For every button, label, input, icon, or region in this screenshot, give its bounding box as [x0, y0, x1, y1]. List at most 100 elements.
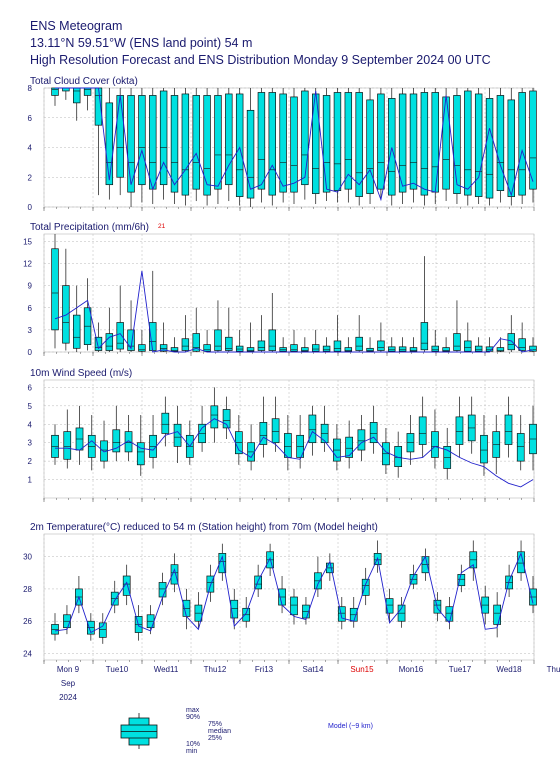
box-body: [192, 333, 200, 352]
box-plot: [333, 315, 342, 352]
chart-panel-2: Total Precipitation (mm/6h) 21 0 3 6 9 12 15: [23, 222, 537, 357]
box-plot: [333, 424, 341, 471]
box-plot: [138, 88, 146, 203]
box-body: [254, 575, 262, 590]
box-body: [246, 109, 255, 199]
box-body: [122, 575, 131, 596]
box-body: [246, 347, 255, 352]
box-body: [225, 93, 233, 186]
box-body: [136, 442, 145, 466]
box-plot: [485, 337, 494, 352]
box-plot: [301, 337, 309, 352]
box-plot: [257, 88, 266, 203]
box-plot: [127, 88, 135, 207]
box-plot: [377, 322, 385, 352]
box-body: [63, 431, 72, 460]
box-body: [105, 102, 114, 186]
box-plot: [83, 278, 92, 351]
box-body: [357, 429, 366, 451]
box-plot: [268, 293, 276, 352]
x-day-label: Thu19: [547, 665, 560, 674]
box-body: [485, 98, 494, 199]
box-plot: [149, 270, 157, 352]
box-body: [62, 285, 70, 344]
box-plot: [279, 88, 287, 203]
box-plot: [345, 420, 354, 469]
page-title: ENS Meteogram: [30, 19, 123, 33]
legend-max: max: [186, 707, 200, 714]
box-plot: [302, 597, 310, 625]
box-plot: [225, 307, 233, 352]
box-plot: [210, 387, 219, 443]
box-plot: [455, 396, 464, 458]
box-body: [301, 347, 309, 352]
box-plot: [51, 234, 59, 349]
box-plot: [431, 88, 439, 205]
box-plot: [116, 88, 124, 196]
box-body: [192, 95, 200, 190]
x-year-label: 2024: [59, 693, 77, 702]
legend-p10: 10%: [186, 741, 200, 748]
box-plot: [206, 564, 215, 602]
box-body: [409, 347, 418, 352]
box-body: [301, 90, 309, 186]
box-body: [333, 340, 342, 352]
box-plot: [51, 424, 59, 465]
box-body: [161, 412, 170, 434]
legend-p75: 75%: [208, 721, 222, 728]
box-plot: [105, 88, 114, 200]
x-day-label: Sat14: [303, 665, 324, 674]
box-body: [529, 345, 537, 352]
box-plot: [181, 315, 190, 352]
chart-panel-3: 10m Wind Speed (m/s) 1 2 3 4 5 6: [28, 368, 537, 502]
box-body: [206, 575, 215, 593]
box-body: [290, 596, 298, 616]
box-body: [312, 344, 320, 352]
box-plot: [181, 88, 190, 206]
box-plot: [469, 540, 478, 581]
box-body: [480, 434, 488, 464]
legend-model-label: Model (~9 km): [328, 723, 373, 730]
box-plot: [431, 329, 439, 352]
box-body: [420, 322, 429, 351]
x-month-label: Sep: [61, 679, 76, 688]
box-plot: [83, 87, 92, 111]
location-line: 13.11°N 59.51°W (ENS land point) 54 m: [30, 36, 253, 50]
forecast-subtitle: High Resolution Forecast and ENS Distrib…: [30, 53, 491, 67]
box-body: [138, 95, 146, 186]
panel-title: Total Precipitation (mm/6h): [30, 222, 149, 233]
box-plot: [516, 415, 525, 471]
box-body: [279, 347, 287, 352]
y-tick-label: 6: [28, 383, 33, 392]
box-plot: [320, 405, 329, 452]
box-plot: [314, 556, 322, 597]
box-plot: [51, 87, 59, 106]
box-plot: [443, 427, 452, 480]
box-plot: [73, 285, 81, 352]
box-body: [442, 347, 450, 352]
y-tick-label: 2: [28, 173, 33, 182]
box-body: [225, 336, 233, 351]
box-plot: [112, 405, 121, 462]
box-body: [388, 98, 396, 196]
box-body: [284, 433, 292, 458]
box-plot: [480, 415, 488, 476]
box-plot: [361, 567, 370, 606]
y-tick-label: 8: [28, 84, 33, 93]
box-body: [453, 95, 461, 194]
model-line: [54, 270, 534, 353]
box-body: [51, 87, 59, 96]
box-plot: [247, 424, 255, 471]
box-plot: [355, 315, 363, 352]
box-plot: [312, 329, 320, 352]
x-day-label: Sun15: [350, 665, 374, 674]
box-plot: [529, 576, 537, 614]
box-body: [496, 95, 505, 191]
box-body: [322, 345, 331, 352]
box-plot: [161, 396, 170, 447]
box-body: [170, 347, 179, 352]
box-plot: [170, 88, 179, 205]
box-plot: [382, 427, 390, 475]
box-plot: [159, 322, 168, 352]
box-plot: [234, 415, 243, 465]
